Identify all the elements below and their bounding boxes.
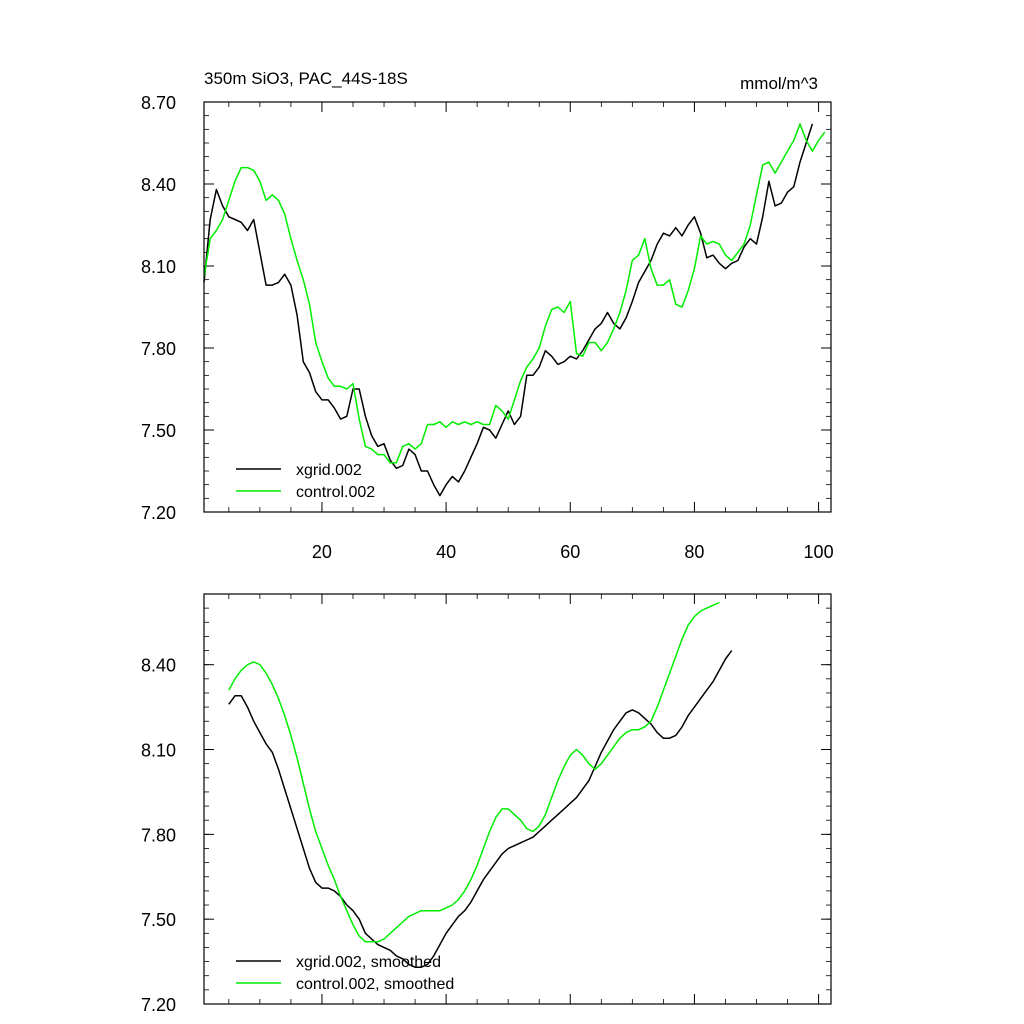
series-line-xgrid-002 <box>203 123 814 497</box>
bottom-axis-ticks: 7.20 7.50 7.80 8.10 8.40 <box>141 593 831 1015</box>
x-tick-label: 40 <box>436 542 456 562</box>
y-tick-label: 8.40 <box>141 175 176 195</box>
y-tick-label: 8.10 <box>141 741 176 761</box>
bottom-panel: 7.20 7.50 7.80 8.10 8.40 xgrid.002, smoothed… <box>141 593 832 1015</box>
legend-label-xgrid-smoothed: xgrid.002, smoothed <box>296 954 441 971</box>
x-tick-label: 60 <box>560 542 580 562</box>
legend-label-control: control.002 <box>296 484 375 501</box>
series-line-control-002 <box>203 123 826 464</box>
x-tick-label: 100 <box>804 542 834 562</box>
y-tick-label: 8.40 <box>141 656 176 676</box>
bottom-legend: xgrid.002, smoothed control.002, smoothe… <box>236 954 454 993</box>
y-tick-label: 7.80 <box>141 825 176 845</box>
y-tick-label: 7.50 <box>141 421 176 441</box>
y-tick-label: 7.50 <box>141 910 176 930</box>
y-tick-label: 7.80 <box>141 339 176 359</box>
top-chart-units: mmol/m^3 <box>740 74 818 93</box>
top-axis-ticks: 7.20 7.50 7.80 8.10 8.40 8.70 20 40 60 80 100 <box>141 93 834 562</box>
x-tick-label: 80 <box>684 542 704 562</box>
y-tick-label: 8.70 <box>141 93 176 113</box>
series-line-control-002-smoothed <box>228 601 720 943</box>
top-panel: 350m SiO3, PAC_44S-18S mmol/m^3 7.20 7.50… <box>141 69 834 562</box>
series-line-xgrid-002-smoothed <box>228 650 733 968</box>
y-tick-label: 7.20 <box>141 995 176 1015</box>
y-tick-label: 8.10 <box>141 257 176 277</box>
top-legend: xgrid.002 control.002 <box>236 462 375 501</box>
top-series-group <box>203 123 826 497</box>
bottom-series-group <box>228 601 733 968</box>
y-tick-label: 7.20 <box>141 503 176 523</box>
top-chart-title: 350m SiO3, PAC_44S-18S <box>204 69 408 88</box>
bottom-plot-frame <box>203 593 832 1005</box>
legend-label-control-smoothed: control.002, smoothed <box>296 976 454 993</box>
legend-label-xgrid: xgrid.002 <box>296 462 362 479</box>
x-tick-label: 20 <box>312 542 332 562</box>
top-plot-frame <box>203 101 832 513</box>
